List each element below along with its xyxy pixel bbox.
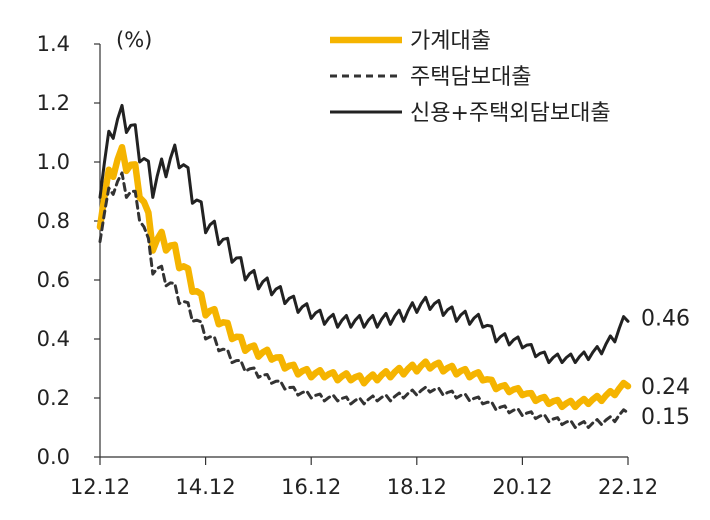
y-tick-label: 0.0	[37, 445, 70, 469]
legend-label-0: 가계대출	[410, 29, 491, 54]
end-value-label-2: 0.46	[641, 306, 690, 331]
legend-label-1: 주택담보대출	[410, 65, 531, 90]
y-tick-label: 0.4	[37, 327, 70, 351]
x-tick-label: 16.12	[281, 475, 341, 499]
y-tick-label: 0.6	[37, 268, 70, 292]
legend-label-2: 신용+주택외담보대출	[410, 101, 611, 126]
x-tick-label: 12.12	[70, 475, 130, 499]
y-unit-label: (%)	[116, 28, 152, 52]
chart-end-labels: 0.24 0.15 0.46	[641, 306, 690, 429]
chart-axes: 0.0 0.2 0.4 0.6 0.8 1.0 1.2 1.4 (%) 12.12 14.12 16.…	[37, 28, 658, 499]
y-tick-label: 1.4	[37, 32, 70, 56]
x-tick-label: 20.12	[492, 475, 552, 499]
x-tick-label: 18.12	[387, 475, 447, 499]
series-line-2	[98, 103, 630, 365]
y-tick-label: 1.2	[37, 91, 70, 115]
y-tick-label: 0.8	[37, 209, 70, 233]
chart-series	[96, 103, 632, 429]
x-tick-label: 14.12	[176, 475, 236, 499]
series-line-1	[98, 171, 630, 429]
end-value-label-0: 0.24	[641, 375, 690, 400]
end-value-label-1: 0.15	[641, 405, 690, 430]
y-tick-label: 0.2	[37, 386, 70, 410]
y-tick-label: 1.0	[37, 150, 70, 174]
x-tick-label: 22.12	[598, 475, 658, 499]
series-line-0	[96, 143, 632, 411]
